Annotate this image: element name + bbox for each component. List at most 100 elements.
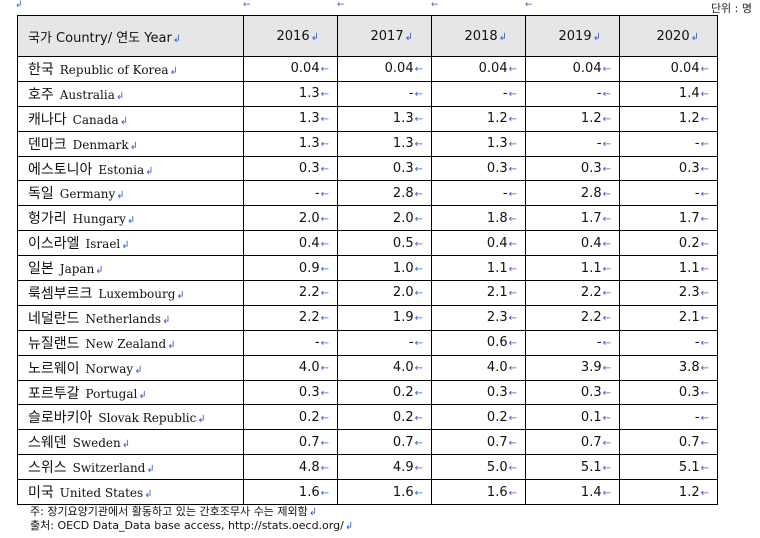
- note-text: 주: 장기요양기관에서 활동하고 있는 간호조무사 수는 제외함↲: [30, 505, 318, 518]
- value-cell: 0.3←: [431, 155, 526, 182]
- value-cell: 0.04←: [337, 56, 432, 82]
- table-row: 룩셈부르크 Luxembourg↲ 2.2← 2.0← 2.1← 2.2← 2.3←: [17, 280, 718, 306]
- country-cell: 캐나다 Canada↲: [17, 105, 244, 132]
- value-cell: -←: [337, 80, 432, 107]
- header-year-2017: 2017↲: [337, 15, 432, 57]
- country-name-ko: 덴마크: [28, 136, 67, 153]
- country-name-ko: 뉴질랜드: [28, 335, 80, 352]
- value-cell: 1.2←: [619, 479, 718, 506]
- table-row: 호주 Australia↲ 1.3← -← -← -← 1.4←: [17, 80, 718, 107]
- country-name-en: United States: [59, 486, 144, 501]
- value-cell: 1.3←: [337, 105, 432, 132]
- value-cell: 1.8←: [431, 205, 526, 232]
- value-cell: 0.4←: [243, 230, 338, 257]
- paragraph-mark: ↲: [15, 0, 23, 10]
- country-name-en: Japan: [59, 262, 95, 277]
- value-cell: 2.0←: [337, 205, 432, 232]
- value-cell: 4.0←: [431, 354, 526, 381]
- value-cell: 1.3←: [243, 80, 338, 107]
- value-cell: 0.04←: [431, 56, 526, 82]
- country-name-en: Israel: [85, 237, 121, 252]
- value-cell: 0.7←: [431, 429, 526, 456]
- value-cell: 0.04←: [619, 56, 718, 82]
- value-cell: -←: [619, 130, 718, 157]
- country-name-en: Sweden: [72, 436, 121, 451]
- table-row: 미국 United States↲ 1.6← 1.6← 1.6← 1.4← 1.2←: [17, 479, 718, 506]
- value-cell: 0.3←: [525, 155, 620, 182]
- country-name-en: Switzerland: [72, 461, 146, 476]
- table-row: 스웨덴 Sweden↲ 0.7← 0.7← 0.7← 0.7← 0.7←: [17, 429, 718, 456]
- value-cell: 3.9←: [525, 354, 620, 381]
- country-cell: 룩셈부르크 Luxembourg↲: [17, 280, 244, 306]
- value-cell: 0.6←: [431, 329, 526, 356]
- country-name-en: Portugal: [85, 386, 138, 401]
- table-row: 포르투갈 Portugal↲ 0.3← 0.2← 0.3← 0.3← 0.3←: [17, 379, 718, 406]
- value-cell: -←: [619, 404, 718, 431]
- value-cell: -←: [431, 80, 526, 107]
- table-body: 한국 Republic of Korea↲ 0.04← 0.04← 0.04← 0.04←…: [17, 56, 718, 506]
- value-cell: -←: [337, 329, 432, 356]
- value-cell: 1.3←: [431, 130, 526, 157]
- table-row: 스위스 Switzerland↲ 4.8← 4.9← 5.0← 5.1← 5.1←: [17, 454, 718, 481]
- value-cell: 0.3←: [243, 379, 338, 406]
- header-year-2019: 2019↲: [525, 15, 620, 57]
- country-cell: 포르투갈 Portugal↲: [17, 379, 244, 406]
- table-row: 헝가리 Hungary↲ 2.0← 2.0← 1.8← 1.7← 1.7←: [17, 205, 718, 232]
- value-cell: 1.0←: [337, 255, 432, 282]
- country-name-en: Luxembourg: [98, 286, 176, 301]
- country-name-en: Denmark: [72, 137, 129, 152]
- value-cell: 2.2←: [525, 280, 620, 306]
- country-cell: 네덜란드 Netherlands↲: [17, 304, 244, 331]
- country-cell: 노르웨이 Norway↲: [17, 354, 244, 381]
- value-cell: 2.0←: [243, 205, 338, 232]
- value-cell: 1.3←: [243, 130, 338, 157]
- value-cell: 2.3←: [431, 304, 526, 331]
- value-cell: 1.4←: [619, 80, 718, 107]
- table-notes: 주: 장기요양기관에서 활동하고 있는 간호조무사 수는 제외함↲ 출처: OE…: [30, 505, 353, 533]
- country-cell: 이스라엘 Israel↲: [17, 230, 244, 257]
- value-cell: 0.2←: [337, 404, 432, 431]
- country-name-ko: 호주: [28, 86, 54, 103]
- value-cell: -←: [525, 329, 620, 356]
- table-row: 슬로바키아 Slovak Republic↲ 0.2← 0.2← 0.2← 0.1← -←: [17, 404, 718, 431]
- value-cell: 0.5←: [337, 230, 432, 257]
- country-name-ko: 일본: [28, 261, 54, 278]
- country-cell: 슬로바키아 Slovak Republic↲: [17, 404, 244, 431]
- value-cell: 2.0←: [337, 280, 432, 306]
- value-cell: 2.1←: [431, 280, 526, 306]
- value-cell: 1.6←: [243, 479, 338, 506]
- value-cell: 0.04←: [525, 56, 620, 82]
- value-cell: -←: [525, 130, 620, 157]
- country-name-ko: 한국: [28, 61, 54, 78]
- arrow-mark: ←: [525, 0, 533, 10]
- value-cell: 1.1←: [619, 255, 718, 282]
- value-cell: 1.7←: [619, 205, 718, 232]
- value-cell: 1.1←: [431, 255, 526, 282]
- country-name-en: Canada: [72, 112, 119, 127]
- value-cell: 1.6←: [337, 479, 432, 506]
- value-cell: 5.1←: [525, 454, 620, 481]
- country-cell: 뉴질랜드 New Zealand↲: [17, 329, 244, 356]
- value-cell: -←: [525, 80, 620, 107]
- value-cell: 1.3←: [337, 130, 432, 157]
- header-year-2018: 2018↲: [431, 15, 526, 57]
- value-cell: 2.8←: [525, 180, 620, 207]
- country-name-ko: 노르웨이: [28, 360, 80, 377]
- country-name-ko: 슬로바키아: [28, 410, 93, 427]
- value-cell: 0.2←: [619, 230, 718, 257]
- value-cell: 0.2←: [431, 404, 526, 431]
- table-row: 네덜란드 Netherlands↲ 2.2← 1.9← 2.3← 2.2← 2.1←: [17, 304, 718, 331]
- country-name-en: Slovak Republic: [98, 411, 197, 426]
- arrow-mark: ←: [243, 0, 251, 10]
- value-cell: 1.3←: [243, 105, 338, 132]
- value-cell: 2.1←: [619, 304, 718, 331]
- value-cell: 0.7←: [243, 429, 338, 456]
- value-cell: 0.7←: [337, 429, 432, 456]
- value-cell: 2.2←: [525, 304, 620, 331]
- value-cell: 0.9←: [243, 255, 338, 282]
- country-name-ko: 네덜란드: [28, 310, 80, 327]
- value-cell: 0.1←: [525, 404, 620, 431]
- country-cell: 독일 Germany↲: [17, 180, 244, 207]
- value-cell: -←: [619, 329, 718, 356]
- country-name-en: Germany: [59, 187, 116, 202]
